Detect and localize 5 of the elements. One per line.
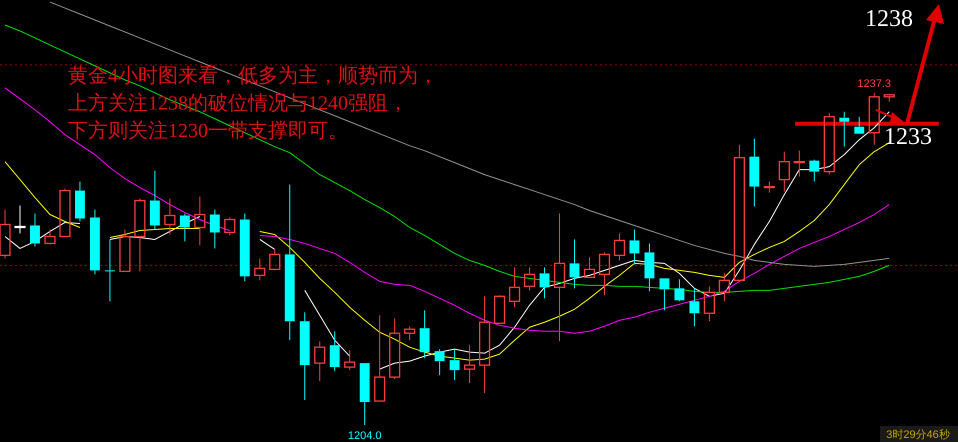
annotation: 1237.3 — [857, 78, 892, 90]
text: 1238 — [865, 6, 913, 32]
annotation: 1204.0 — [348, 430, 382, 442]
time-box: 3时29分46秒 — [880, 426, 958, 442]
annotation: 1233 — [884, 124, 932, 150]
